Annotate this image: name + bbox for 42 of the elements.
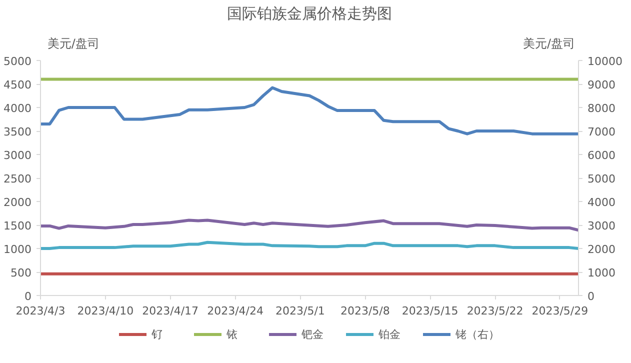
y-tick-label: 2500 (4, 172, 32, 186)
y2-tick-label: 5000 (588, 172, 616, 186)
y-tick-label: 1500 (4, 220, 32, 232)
legend-label: 铂金 (378, 326, 400, 342)
y-tick-label: 4000 (4, 102, 32, 115)
legend-label: 铱 (226, 326, 238, 342)
y-tick-label: 500 (10, 266, 32, 280)
chart-title: 国际铂族金属价格走势图 (227, 4, 392, 22)
y2-tick-label: 7000 (588, 126, 616, 138)
y2-tick-label: 1000 (588, 266, 616, 280)
y-tick-label: 4500 (4, 78, 32, 92)
x-tick-label: 2023/5/22 (466, 304, 524, 318)
y-tick-label: 3500 (4, 126, 32, 138)
y2-tick-label: 6000 (588, 149, 616, 162)
y-tick-label: 3000 (4, 149, 32, 162)
y-tick-label: 1000 (4, 243, 32, 256)
y-axis-title: 美元/盘司 (47, 36, 100, 50)
y2-tick-label: 9000 (588, 78, 616, 92)
legend-label: 铑（右） (456, 326, 500, 342)
y2-axis-title: 美元/盘司 (523, 36, 576, 50)
y2-tick-label: 2000 (588, 243, 616, 256)
line-series (40, 218, 578, 232)
legend-label: 钯金 (302, 326, 324, 342)
line-series (40, 240, 578, 250)
y2-tick-label: 8000 (588, 102, 616, 115)
y2-tick-label: 0 (588, 290, 594, 303)
y-tick-label: 5000 (4, 55, 32, 68)
x-tick-label: 2023/4/17 (142, 304, 199, 318)
y2-tick-label: 10000 (588, 55, 622, 68)
x-tick-label: 2023/4/10 (77, 304, 134, 318)
x-tick-label: 2023/5/15 (402, 304, 458, 318)
x-tick-label: 2023/4/3 (16, 304, 66, 318)
x-tick-label: 2023/5/8 (340, 304, 390, 318)
y-tick-label: 0 (24, 290, 32, 303)
x-tick-label: 2023/5/29 (532, 304, 588, 318)
x-tick-label: 2023/5/1 (276, 304, 325, 318)
y-tick-label: 2000 (4, 196, 32, 209)
line-series (40, 86, 578, 136)
x-tick-label: 2023/4/24 (207, 304, 264, 318)
y2-tick-label: 4000 (588, 196, 616, 209)
y2-tick-label: 3000 (588, 220, 616, 232)
legend-label: 钌 (152, 326, 164, 342)
